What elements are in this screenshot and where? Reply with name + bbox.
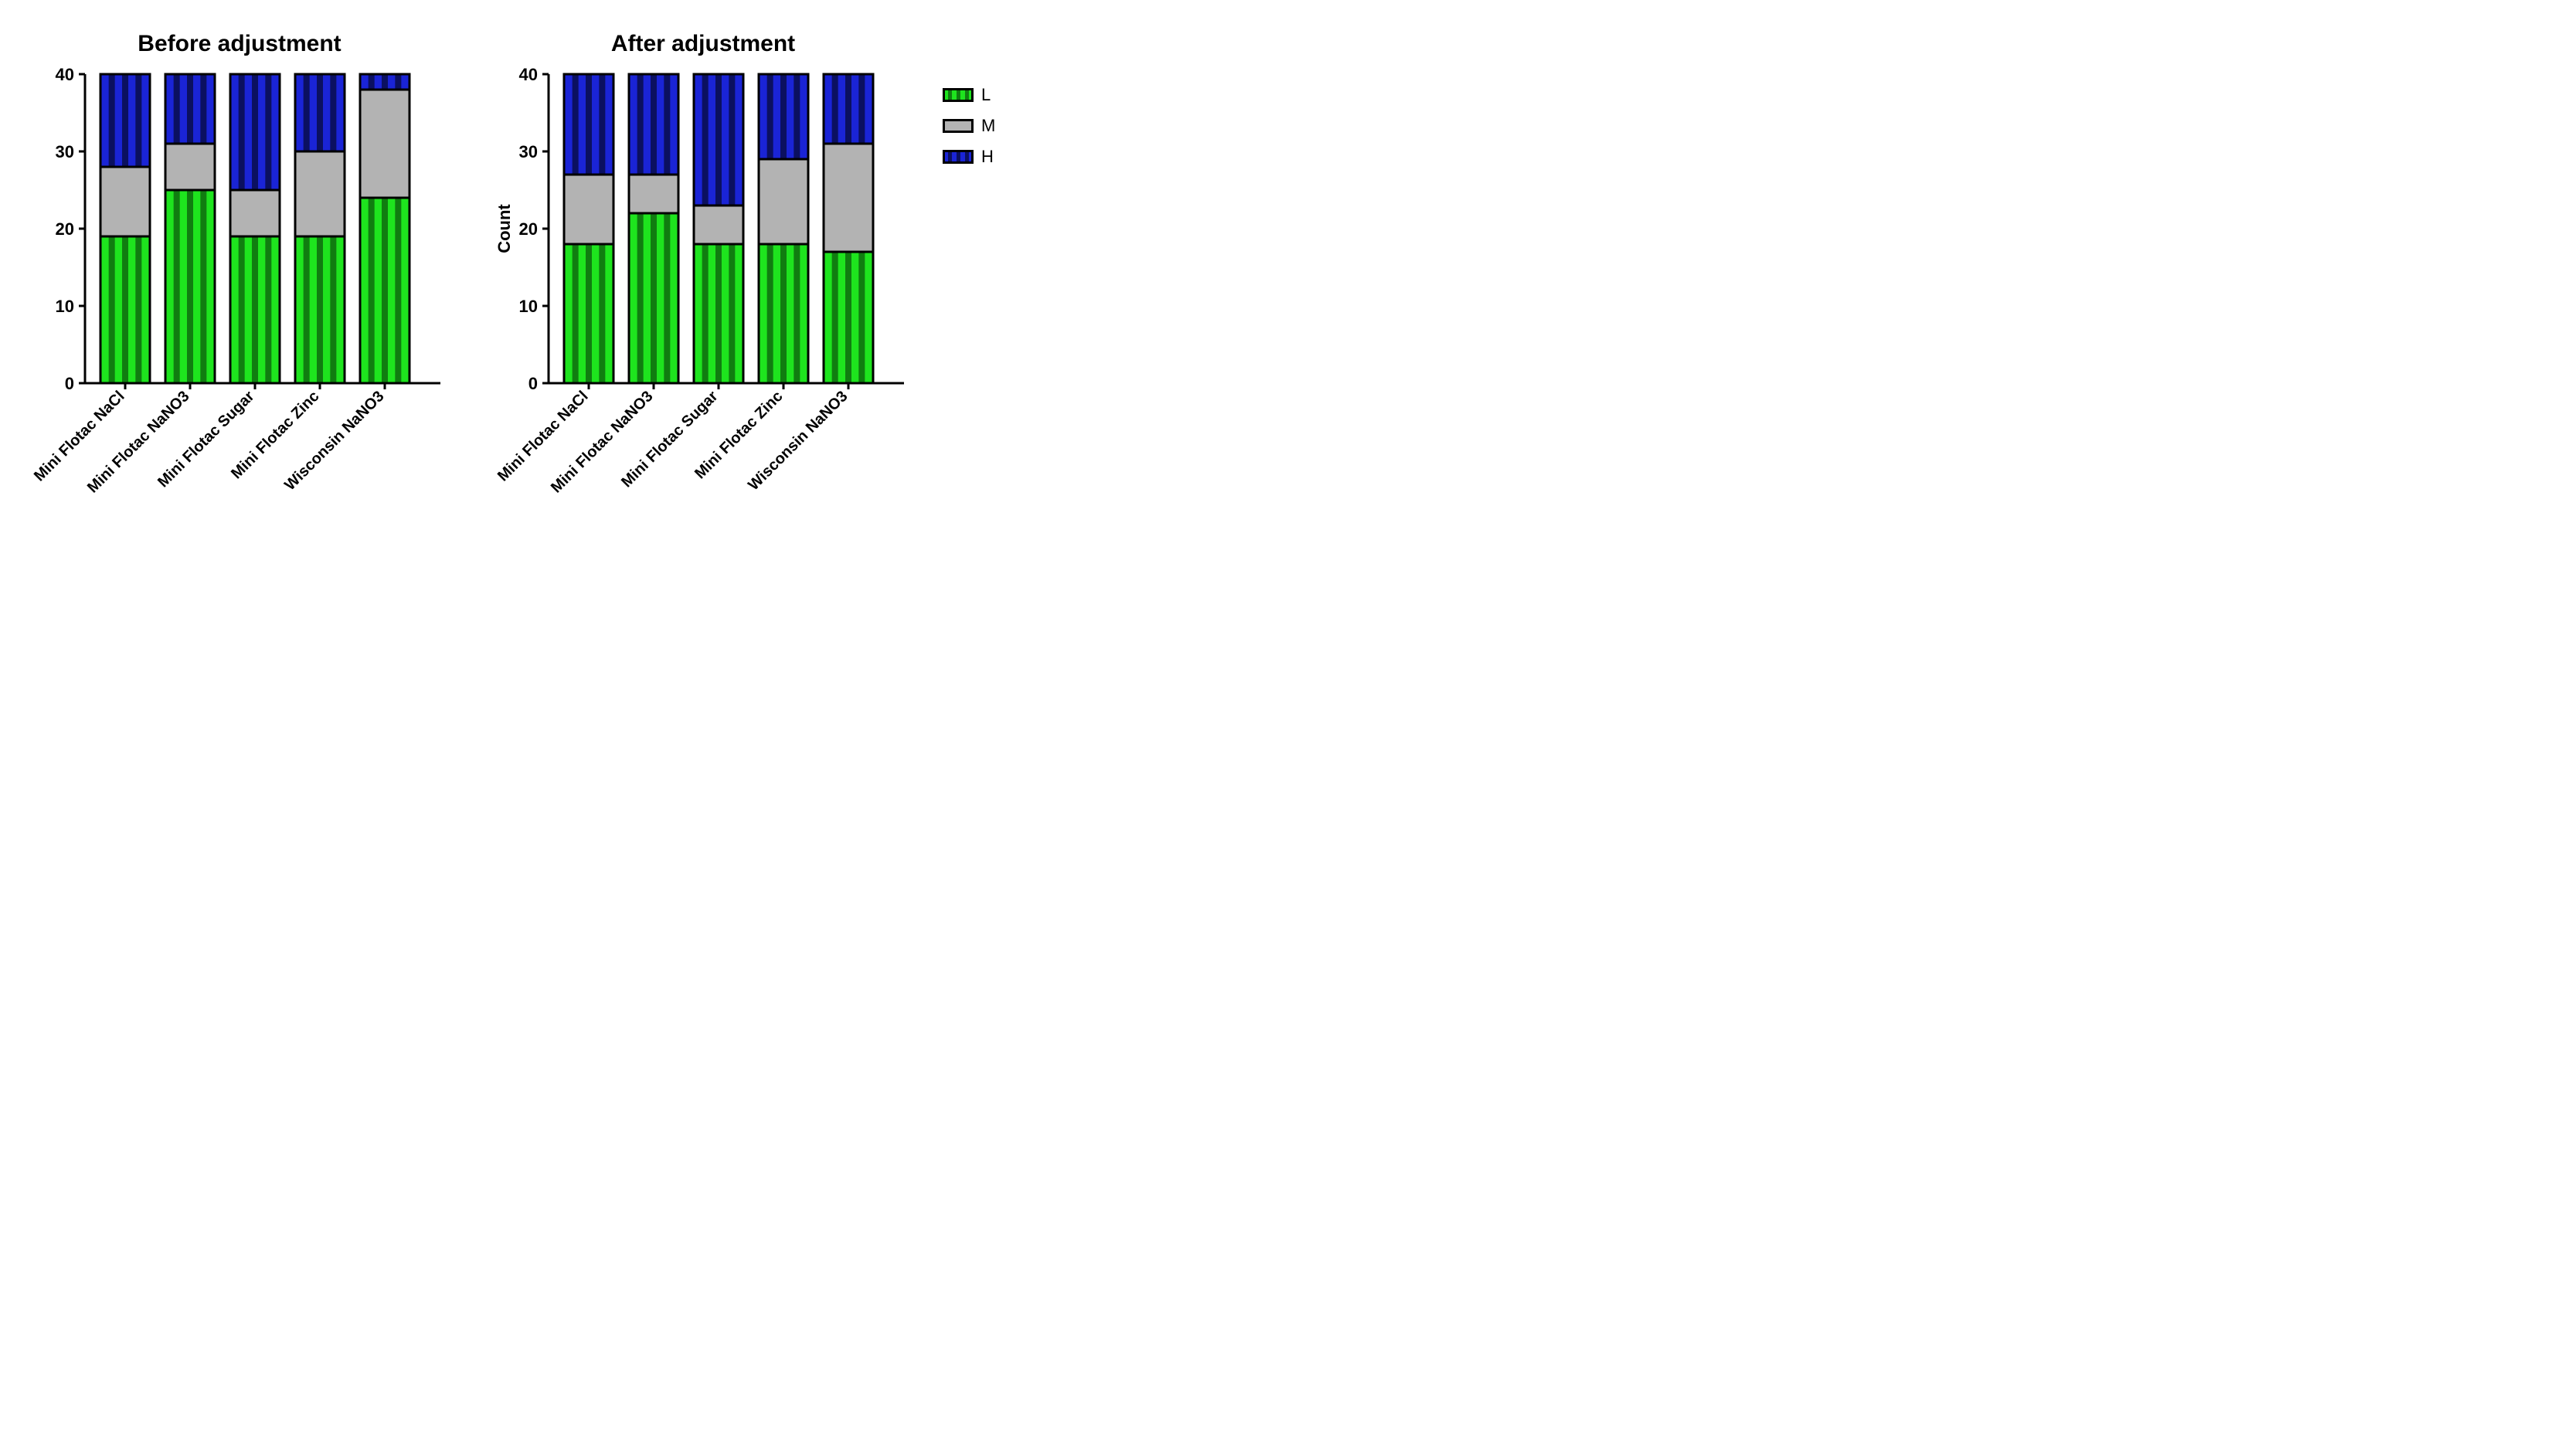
chart-panel: After adjustment010203040Mini Flotac NaC…	[494, 31, 912, 542]
y-tick-label: 0	[65, 374, 74, 393]
bar-segment-L	[100, 236, 150, 383]
chart-panel: Before adjustment010203040Mini Flotac Na…	[31, 31, 448, 542]
bar-segment-H	[694, 74, 743, 205]
bar-segment-M	[759, 159, 808, 244]
bar-segment-M	[629, 175, 678, 213]
chart-svg: 010203040Mini Flotac NaClMini Flotac NaN…	[494, 66, 912, 538]
bar-segment-M	[824, 144, 873, 252]
bar-segment-H	[165, 74, 215, 144]
y-tick-label: 40	[519, 66, 538, 84]
bar-segment-M	[360, 90, 410, 198]
bar-segment-M	[230, 190, 280, 236]
bar-segment-M	[564, 175, 613, 244]
bar-segment-M	[165, 144, 215, 190]
charts-row: Before adjustment010203040Mini Flotac Na…	[31, 31, 912, 542]
chart-title: After adjustment	[494, 31, 912, 57]
chart-svg: 010203040Mini Flotac NaClMini Flotac NaN…	[31, 66, 448, 538]
chart-title: Before adjustment	[31, 31, 448, 57]
y-tick-label: 10	[56, 297, 74, 316]
y-tick-label: 0	[528, 374, 538, 393]
bar-segment-L	[165, 190, 215, 383]
bar-segment-M	[694, 205, 743, 244]
bar-segment-H	[629, 74, 678, 175]
figure-container: Before adjustment010203040Mini Flotac Na…	[31, 31, 2545, 542]
bar-segment-L	[360, 198, 410, 383]
y-axis-label: Count	[494, 204, 514, 253]
y-tick-label: 30	[56, 142, 74, 161]
legend-item: H	[943, 147, 995, 167]
y-tick-label: 40	[56, 66, 74, 84]
legend-label: H	[981, 147, 994, 167]
legend-label: M	[981, 116, 995, 136]
legend-item: L	[943, 85, 995, 105]
bar-segment-L	[295, 236, 345, 383]
legend-label: L	[981, 85, 991, 105]
bar-segment-M	[295, 151, 345, 236]
bar-segment-L	[824, 252, 873, 383]
bar-segment-M	[100, 167, 150, 236]
legend-swatch-H	[943, 150, 974, 164]
bar-segment-H	[230, 74, 280, 190]
y-tick-label: 10	[519, 297, 538, 316]
bar-segment-H	[564, 74, 613, 175]
legend: LMH	[943, 85, 995, 167]
bar-segment-L	[759, 244, 808, 383]
bar-segment-L	[629, 213, 678, 383]
y-tick-label: 20	[56, 219, 74, 239]
bar-segment-H	[759, 74, 808, 159]
bar-segment-H	[360, 74, 410, 90]
y-tick-label: 30	[519, 142, 538, 161]
bar-segment-L	[230, 236, 280, 383]
legend-swatch-M	[943, 119, 974, 133]
legend-item: M	[943, 116, 995, 136]
bar-segment-H	[295, 74, 345, 151]
legend-swatch-L	[943, 88, 974, 102]
bar-segment-L	[564, 244, 613, 383]
y-tick-label: 20	[519, 219, 538, 239]
bar-segment-L	[694, 244, 743, 383]
bar-segment-H	[100, 74, 150, 167]
bar-segment-H	[824, 74, 873, 144]
